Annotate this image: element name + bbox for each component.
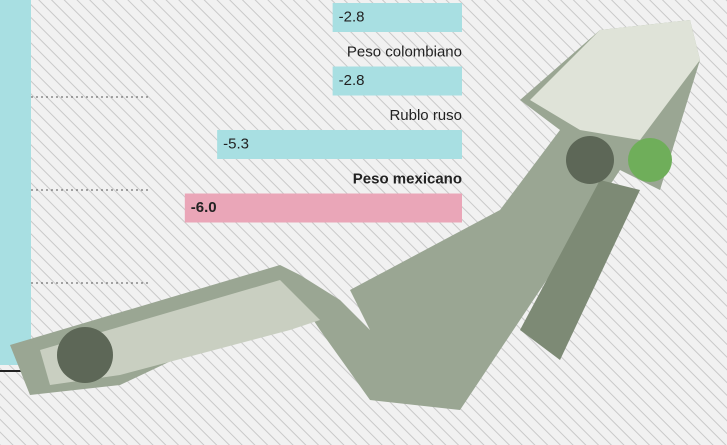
value-label: -2.8 <box>339 72 365 89</box>
value-label: -2.8 <box>339 8 365 25</box>
bar <box>184 193 463 223</box>
bar <box>332 3 462 32</box>
category-label: Peso mexicano <box>353 170 462 187</box>
bar <box>332 66 462 96</box>
category-label: Rublo ruso <box>389 107 462 124</box>
money-arrow <box>10 20 700 410</box>
bar <box>217 130 462 159</box>
category-label: Peso colombiano <box>347 43 462 60</box>
value-label: -5.3 <box>223 135 249 152</box>
side-bar <box>0 0 31 365</box>
value-label: -6.0 <box>191 199 217 216</box>
